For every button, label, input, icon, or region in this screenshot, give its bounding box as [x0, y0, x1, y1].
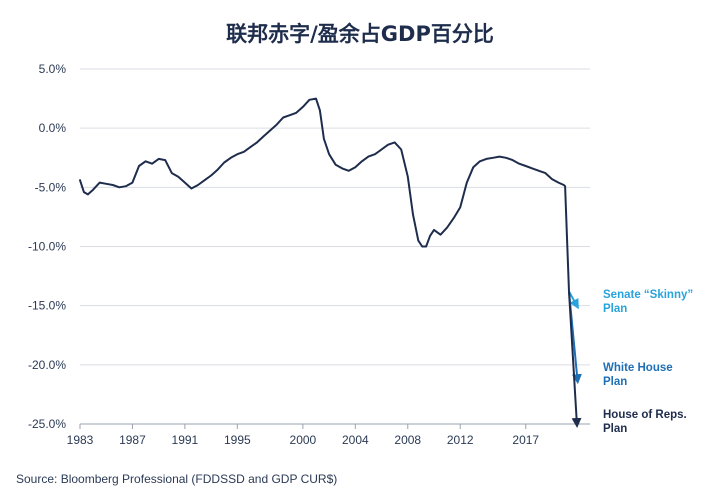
y-tick-label: 5.0%	[39, 62, 67, 76]
x-tick-label: 2012	[447, 433, 474, 447]
x-tick-label: 2017	[512, 433, 539, 447]
x-tick-label: 1991	[172, 433, 199, 447]
x-tick-label: 1983	[67, 433, 94, 447]
y-tick-label: -25.0%	[28, 417, 66, 431]
x-tick-label: 1987	[119, 433, 146, 447]
y-tick-label: 0.0%	[39, 121, 67, 135]
y-tick-label: -15.0%	[28, 299, 66, 313]
source-note: Source: Bloomberg Professional (FDDSSD a…	[16, 472, 338, 486]
senate-plan-label: Senate “Skinny” Plan	[603, 289, 693, 315]
chart-title: 联邦赤字/盈余占GDP百分比	[226, 22, 494, 46]
x-tick-label: 2004	[342, 433, 369, 447]
whitehouse-plan-label: White House Plan	[603, 362, 673, 388]
senate-plan-line	[568, 290, 579, 310]
x-tick-label: 1995	[224, 433, 251, 447]
house-plan-line	[568, 290, 582, 428]
deficit-series-line	[79, 97, 570, 293]
y-tick-label: -20.0%	[28, 358, 66, 372]
y-tick-label: -5.0%	[35, 180, 67, 194]
x-tick-label: 2000	[290, 433, 317, 447]
x-tick-label: 2008	[394, 433, 421, 447]
y-tick-label: -10.0%	[28, 240, 66, 254]
house-plan-label: House of Reps. Plan	[603, 409, 687, 435]
